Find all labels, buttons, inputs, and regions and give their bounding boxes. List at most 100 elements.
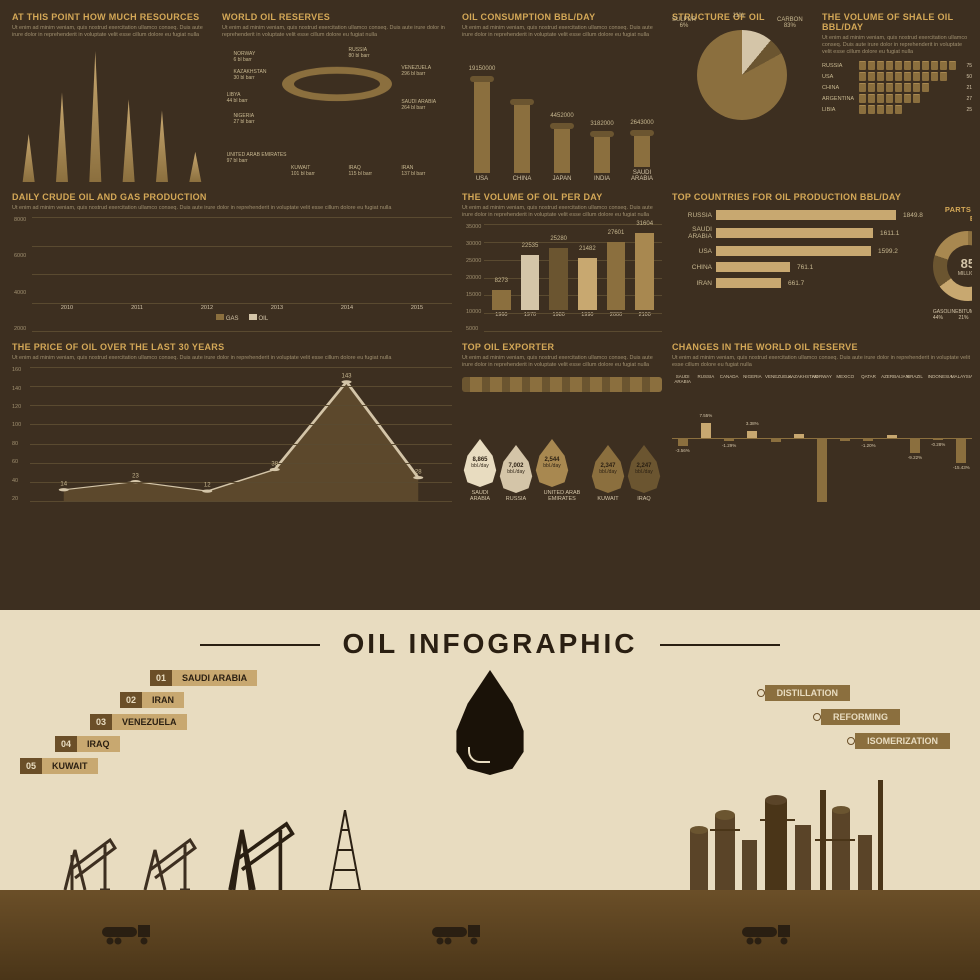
rank-item: 04IRAQ (55, 736, 257, 752)
barrel-icon (859, 83, 866, 92)
volume-bar-chart: 3500030000250002000015000100005000 82732… (484, 224, 662, 332)
hbar-row: IRAN661.7 (672, 278, 923, 288)
topcountries-panel: TOP COUNTRIES FOR OIL PRODUCTION BBL/DAY… (672, 192, 972, 332)
hbar-row: SAUDI ARABIA1611.1 (672, 226, 923, 240)
barrel-title: PARTS OF THE BARREL (933, 205, 972, 223)
panel-title: THE VOLUME OF OIL PER DAY (462, 192, 662, 202)
barrel-icon (886, 61, 893, 70)
pumpjack-icon (60, 820, 120, 890)
horizon-silhouette (0, 790, 980, 890)
change-col: QATAR-1.20% (858, 374, 879, 502)
structure-panel: STRUCTURE OF OIL CARBON83%HYDROGEN11%SUL… (672, 12, 812, 182)
barrel-icon (886, 105, 893, 114)
country-ranks: 01SAUDI ARABIA02IRAN03VENEZUELA04IRAQ05K… (20, 670, 257, 780)
drop-chart: 8,865bbl./daySAUDI ARABIA7,002bbl./dayRU… (462, 395, 662, 502)
reserve-label: KUWAIT101 bl barr (291, 165, 315, 177)
process-item: DISTILLATION (752, 685, 850, 701)
barrel-icon (904, 94, 911, 103)
barrel-icon (868, 72, 875, 81)
price-panel: THE PRICE OF OIL OVER THE LAST 30 YEARS … (12, 342, 452, 502)
change-col: NORWAY-50.38% (811, 374, 832, 502)
hbar-row: CHINA761.1 (672, 262, 923, 272)
panel-subtitle: Ut enim ad minim veniam, quis nostrud ex… (12, 205, 452, 212)
drop-item: 2,544bbl./dayUNITED ARAB EMIRATES (534, 439, 590, 502)
drop-item: 7,002bbl./dayRUSSIA (498, 445, 534, 502)
pie-chart: CARBON83%HYDROGEN11%SULFUR6% (672, 25, 812, 182)
donut-chart: 85 MILLION (933, 231, 972, 301)
barrel-row: ARGENTINA27 (822, 94, 972, 103)
panel-title: THE VOLUME OF SHALE OIL BBL/DAY (822, 12, 972, 32)
panel-subtitle: Ut enim ad minim veniam, quis nostrud ex… (462, 205, 662, 219)
barrel-icon (868, 105, 875, 114)
barrel-icon (922, 83, 929, 92)
change-col: SAUDI ARABIA-3.56% (672, 374, 693, 502)
barrel-icon (931, 61, 938, 70)
change-col: VENEZUELA (765, 374, 786, 502)
barrel-icon (895, 83, 902, 92)
barrel-icon (904, 61, 911, 70)
world-map-donut: NORWAY6 bl barrRUSSIA80 bl barrKAZAKHSTA… (222, 44, 452, 182)
drop-item: 2,247bbl./dayIRAQ (626, 445, 662, 502)
volume-bar: 22535 (521, 255, 540, 310)
panel-title: TOP OIL EXPORTER (462, 342, 662, 352)
panel-subtitle: Ut enim ad minim veniam, quis nostrud ex… (462, 355, 662, 369)
change-col: MALAYSIA-15.43% (951, 374, 972, 502)
panel-title: DAILY CRUDE OIL AND GAS PRODUCTION (12, 192, 452, 202)
spike: SAUDI ARABIA89 (152, 110, 172, 182)
reserve-label: LIBYA44 bl barr (227, 92, 248, 104)
barrel-icon (886, 94, 893, 103)
barrel-icon (940, 61, 947, 70)
barrel-icon (895, 94, 902, 103)
volume-panel: THE VOLUME OF OIL PER DAY Ut enim ad min… (462, 192, 662, 332)
reserves-panel: WORLD OIL RESERVES Ut enim ad minim veni… (222, 12, 452, 182)
panel-title: TOP COUNTRIES FOR OIL PRODUCTION BBL/DAY (672, 192, 972, 202)
barrel-icon (868, 61, 875, 70)
volume-bar: 21482 (578, 258, 597, 311)
pump: 4452000JAPAN (548, 125, 576, 182)
ground (0, 890, 980, 980)
panel-title: THE PRICE OF OIL OVER THE LAST 30 YEARS (12, 342, 452, 352)
barrel-icon (895, 105, 902, 114)
infographic-title: OIL INFOGRAPHIC (0, 628, 980, 660)
resources-panel: AT THIS POINT HOW MUCH RESOURCES Ut enim… (12, 12, 212, 182)
barrel-icon (859, 61, 866, 70)
barrel-grid: RUSSIA75USA50CHINA21ARGENTINA27LIBIA25 (822, 61, 972, 182)
barrel-icon (904, 72, 911, 81)
panel-title: CHANGES IN THE WORLD OIL RESERVE (672, 342, 972, 352)
spike-chart: RUSSIA22,5UNITED ARAB EMIRATES120VENEZUE… (12, 44, 212, 182)
truck-icon (740, 923, 795, 945)
change-col: MEXICO (835, 374, 856, 502)
grouped-bar-chart: 8000600040002000 20102011201220132014201… (32, 217, 452, 332)
change-col: AZERBAIJAN (881, 374, 902, 502)
hbar-row: USA1599.2 (672, 246, 923, 256)
barrel-icon (877, 61, 884, 70)
barrel-icon (859, 72, 866, 81)
barrel-row: LIBIA25 (822, 105, 972, 114)
barrel-icon (868, 94, 875, 103)
panel-subtitle: Ut enim ad minim veniam, quis nostrud ex… (12, 25, 212, 39)
panel-subtitle: Ut enim ad minim veniam, quis nostrud ex… (12, 355, 452, 362)
volume-bar: 31604 (635, 233, 654, 311)
barrel-icon (913, 72, 920, 81)
panel-subtitle: Ut enim ad minim veniam, quis nostrud ex… (462, 25, 662, 39)
pump: 2643000SAUDI ARABIA (628, 132, 656, 182)
barrel-icon (886, 83, 893, 92)
barrel-icon (913, 94, 920, 103)
barrel-icon (877, 83, 884, 92)
rank-item: 02IRAN (120, 692, 257, 708)
bottom-section: OIL INFOGRAPHIC 01SAUDI ARABIA02IRAN03VE… (0, 610, 980, 980)
barrel-icon (922, 72, 929, 81)
spike: UNITED ARAB EMIRATES120 (52, 92, 72, 182)
rank-item: 05KUWAIT (20, 758, 257, 774)
change-col: KAZAKHSTAN (788, 374, 809, 502)
change-col: NIGERIA3.38% (742, 374, 763, 502)
reserve-label: NORWAY6 bl barr (234, 51, 256, 63)
barrel-icon (913, 61, 920, 70)
process-item: REFORMING (752, 709, 900, 725)
reserve-label: RUSSIA80 bl barr (349, 47, 370, 59)
pump: 3182000INDIA (588, 133, 616, 182)
change-col: INDONESIA-0.28% (928, 374, 949, 502)
panel-subtitle: Ut enim ad minim veniam, quis nostrud ex… (822, 35, 972, 56)
derrick-icon (320, 810, 370, 890)
barrel-icon (931, 72, 938, 81)
